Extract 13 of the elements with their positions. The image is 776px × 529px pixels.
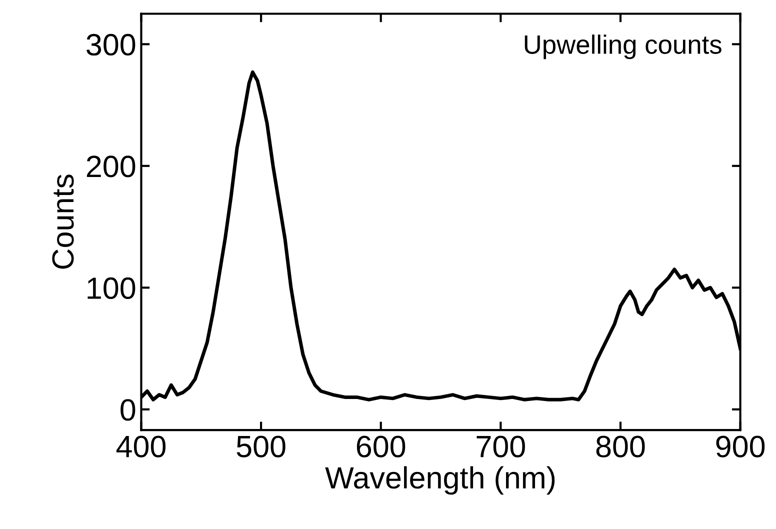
y-tick-label: 0 (120, 399, 136, 421)
y-axis-title: Counts (52, 174, 74, 269)
y-tick-label: 300 (86, 34, 136, 56)
y-tick-label: 100 (88, 277, 136, 300)
x-axis-title: Wavelength (nm) (325, 466, 555, 495)
x-tick-label: 600 (356, 436, 406, 458)
x-tick-label: 400 (116, 436, 166, 458)
x-tick-label: 900 (716, 436, 765, 458)
x-tick-label: 800 (596, 436, 645, 458)
y-tick-label: 200 (86, 156, 136, 178)
annotation: Upwelling counts (524, 34, 722, 60)
x-tick-label: 700 (476, 436, 525, 458)
x-tick-label: 500 (236, 436, 286, 458)
